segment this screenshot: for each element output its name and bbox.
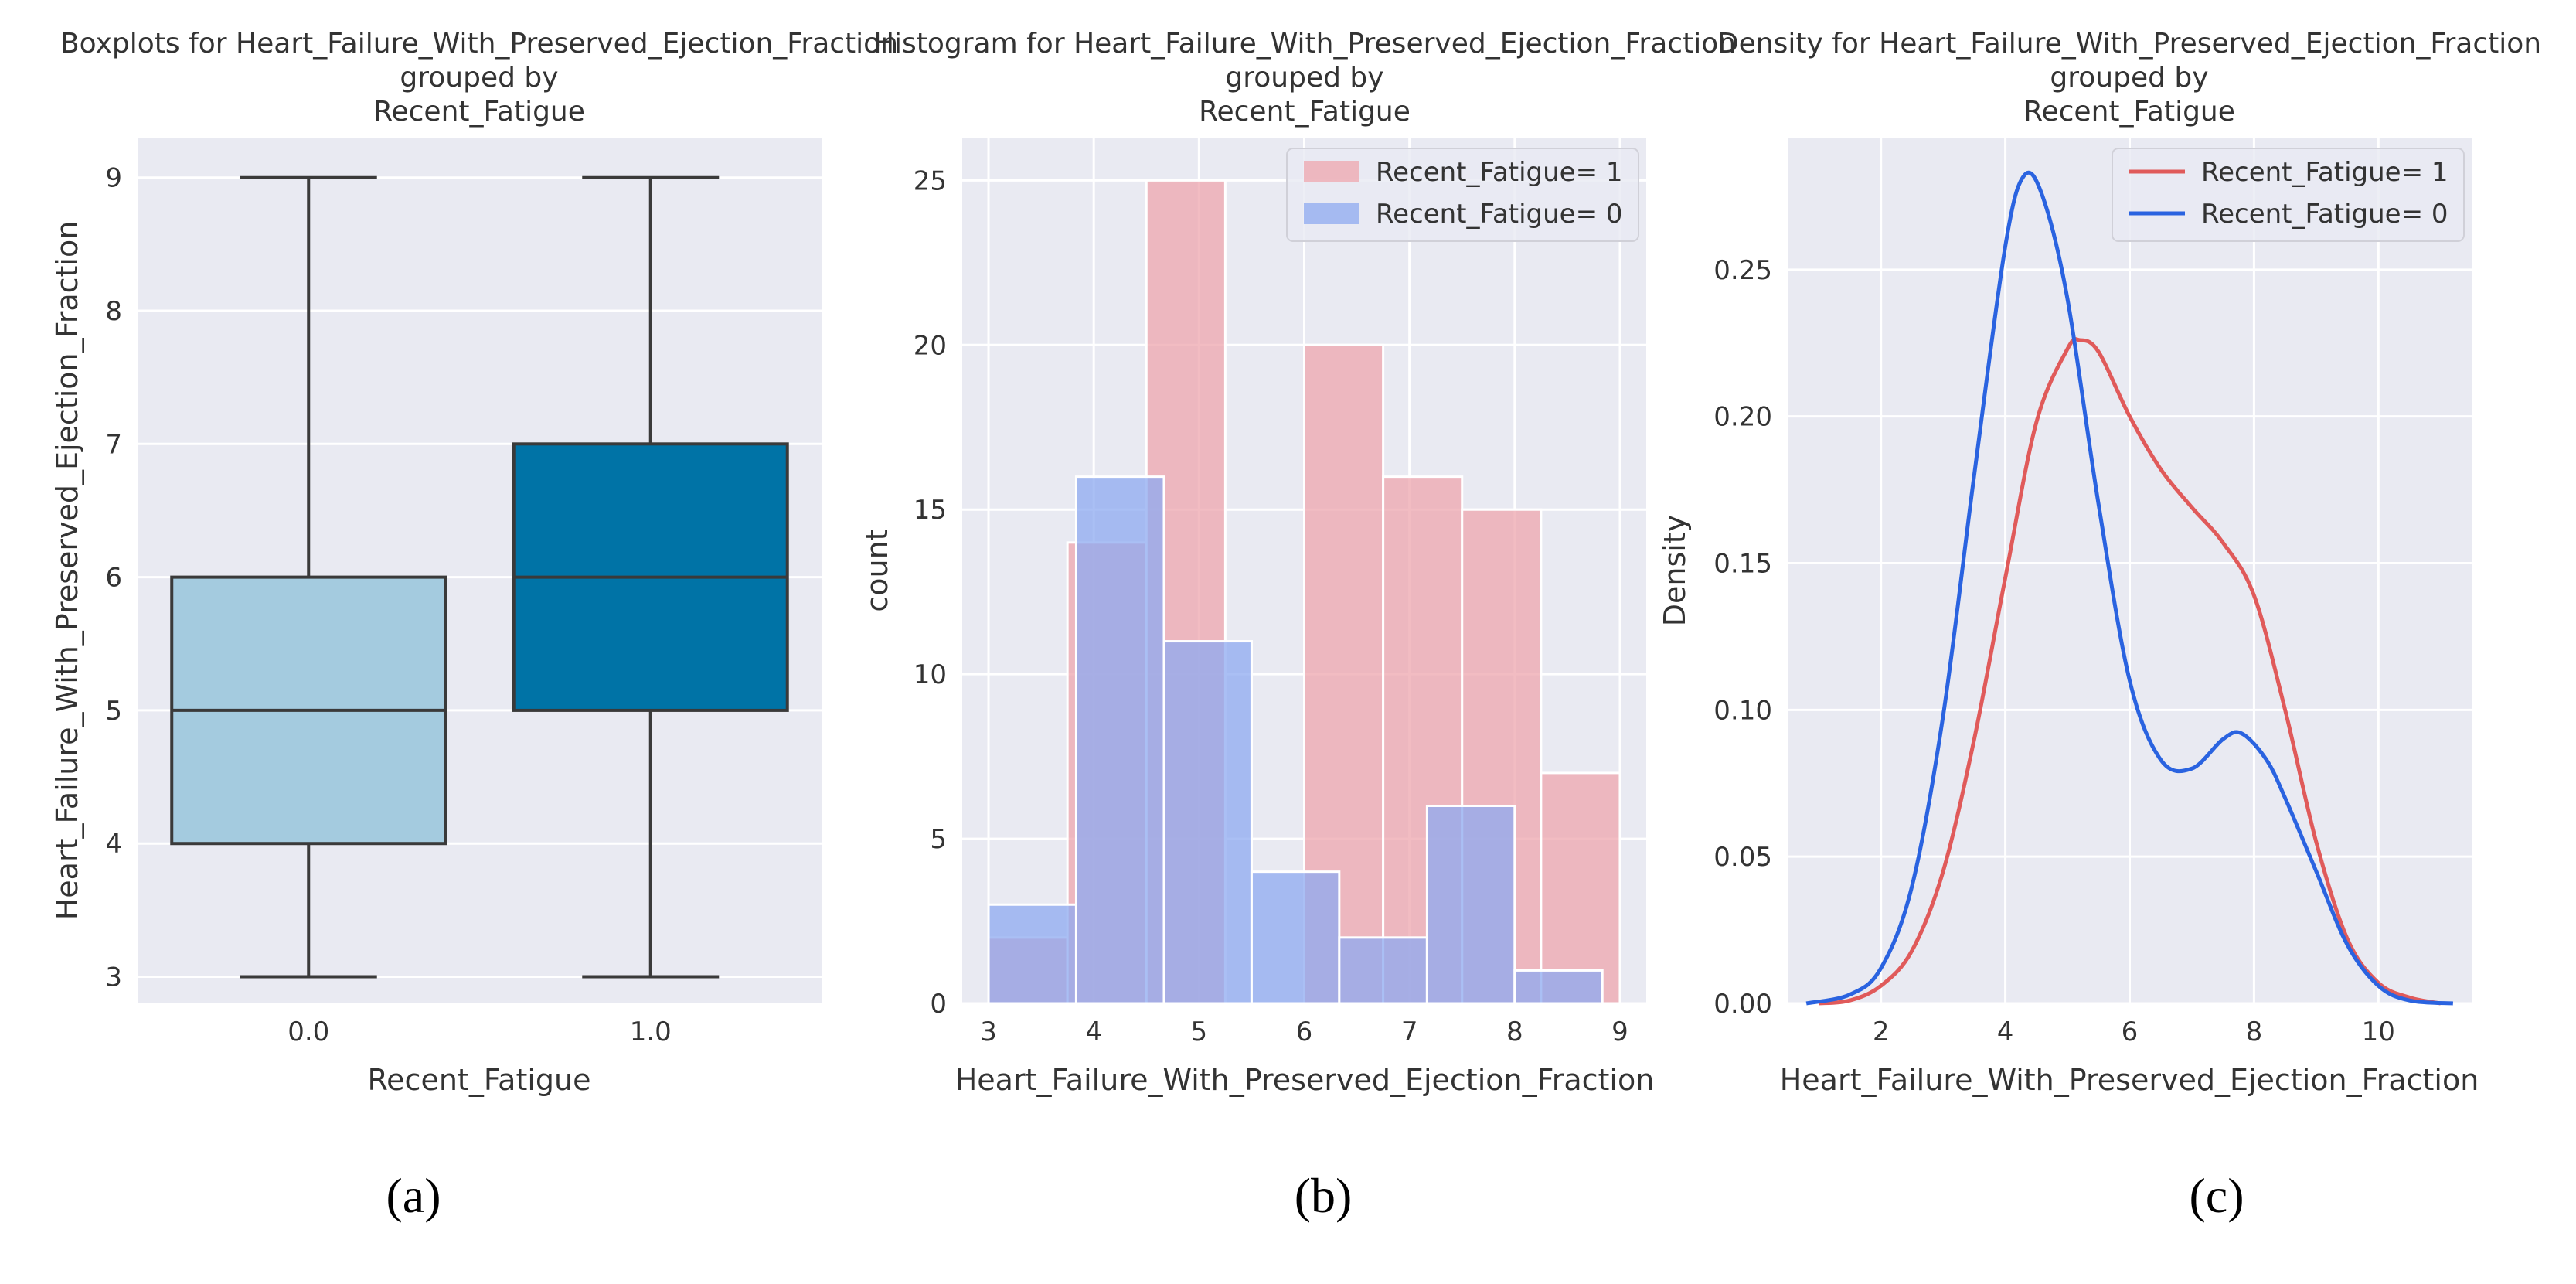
boxplot-y-tick-label: 3 xyxy=(105,962,122,993)
histogram-bar xyxy=(1513,969,1604,1005)
density-curve xyxy=(1818,337,2442,1006)
histogram-x-tick-label: 5 xyxy=(1191,1017,1208,1047)
density-curve xyxy=(1805,170,2454,1006)
histogram-bar xyxy=(987,903,1077,1005)
density-x-tick-label: 2 xyxy=(1873,1017,1890,1047)
histogram-bar xyxy=(1250,870,1341,1005)
histogram-bar xyxy=(1074,475,1165,1005)
histogram-y-tick-label: 15 xyxy=(914,495,947,526)
boxplot-y-axis-label: Heart_Failure_With_Preserved_Ejection_Fr… xyxy=(50,221,84,921)
histogram-title-line-3: Recent_Fatigue xyxy=(1199,96,1411,128)
density-y-tick-label: 0.20 xyxy=(1713,402,1772,433)
density-y-tick-label: 0.05 xyxy=(1713,842,1772,873)
density-y-tick-label: 0.00 xyxy=(1713,989,1772,1020)
histogram-y-tick-label: 10 xyxy=(914,659,947,690)
boxplot-ticks: 3 4 5 6 7 8 9 0.0 1.0 xyxy=(105,163,671,1047)
density-title: Density for Heart_Failure_With_Preserved… xyxy=(1717,28,2541,128)
histogram-title-line-2: grouped by xyxy=(1225,62,1383,94)
density-y-axis-label: Density xyxy=(1658,515,1692,626)
histogram-title-line-1: Histogram for Heart_Failure_With_Preserv… xyxy=(873,28,1736,60)
boxplot-title: Boxplots for Heart_Failure_With_Preserve… xyxy=(60,28,898,128)
histogram-x-axis-label: Heart_Failure_With_Preserved_Ejection_Fr… xyxy=(955,1063,1655,1097)
histogram-legend-label: Recent_Fatigue= 0 xyxy=(1376,199,1623,230)
boxplot-marks xyxy=(170,175,789,979)
histogram-legend-box xyxy=(1286,148,1639,242)
boxplot-x-axis-label: Recent_Fatigue xyxy=(367,1063,590,1097)
boxplot-y-tick-label: 6 xyxy=(105,563,122,594)
boxplot-y-tick-label: 7 xyxy=(105,429,122,460)
histogram-bar xyxy=(1162,640,1253,1005)
boxplot-y-tick-label: 8 xyxy=(105,296,122,327)
density-y-tick-label: 0.25 xyxy=(1713,255,1772,286)
boxplot-title-line-3: Recent_Fatigue xyxy=(373,96,585,128)
histogram-y-tick-label: 0 xyxy=(930,989,947,1020)
panel-a-caption: (a) xyxy=(386,1168,441,1223)
histogram-y-tick-label: 20 xyxy=(914,330,947,361)
histogram-x-tick-label: 8 xyxy=(1506,1017,1523,1047)
boxplot-title-line-2: grouped by xyxy=(400,62,558,94)
density-legend-box xyxy=(2112,148,2465,242)
histogram-bar xyxy=(1338,936,1428,1005)
histogram-legend: Recent_Fatigue= 1 Recent_Fatigue= 0 xyxy=(1286,148,1639,242)
density-legend-label: Recent_Fatigue= 0 xyxy=(2201,199,2448,230)
density-x-axis-label: Heart_Failure_With_Preserved_Ejection_Fr… xyxy=(1780,1063,2479,1097)
histogram-legend-label: Recent_Fatigue= 1 xyxy=(1376,157,1623,188)
boxplot-panel: 3 4 5 6 7 8 9 0.0 1.0 Boxplots for Heart_Failure… xyxy=(50,28,898,1097)
density-y-tick-label: 0.10 xyxy=(1713,695,1772,726)
density-y-tick-label: 0.15 xyxy=(1713,549,1772,580)
boxplot-y-tick-label: 4 xyxy=(105,829,122,860)
histogram-x-tick-label: 6 xyxy=(1296,1017,1313,1047)
density-x-tick-label: 4 xyxy=(1997,1017,2014,1047)
histogram-title: Histogram for Heart_Failure_With_Preserv… xyxy=(873,28,1736,128)
density-title-line-3: Recent_Fatigue xyxy=(2023,96,2235,128)
density-ticks: 2 4 6 8 10 0.00 0.05 0.10 0.15 0.20 0.25 xyxy=(1713,255,2395,1047)
density-legend: Recent_Fatigue= 1 Recent_Fatigue= 0 xyxy=(2112,148,2465,242)
boxplot-y-tick-label: 9 xyxy=(105,163,122,194)
panel-b-caption: (b) xyxy=(1294,1168,1353,1223)
histogram-marks xyxy=(987,179,1621,1005)
boxplot-x-tick-label: 0.0 xyxy=(288,1017,329,1047)
histogram-x-tick-label: 7 xyxy=(1401,1017,1418,1047)
boxplot-x-tick-label: 1.0 xyxy=(630,1017,672,1047)
histogram-y-axis-label: count xyxy=(860,529,894,611)
histogram-y-tick-label: 5 xyxy=(930,824,947,855)
histogram-y-tick-label: 25 xyxy=(914,165,947,196)
histogram-legend-swatch xyxy=(1304,203,1359,224)
density-x-tick-label: 10 xyxy=(2362,1017,2395,1047)
histogram-x-tick-label: 4 xyxy=(1085,1017,1102,1047)
density-legend-label: Recent_Fatigue= 1 xyxy=(2201,157,2448,188)
boxplot-title-line-1: Boxplots for Heart_Failure_With_Preserve… xyxy=(60,28,898,60)
density-marks xyxy=(1805,170,2454,1006)
density-x-tick-label: 8 xyxy=(2246,1017,2263,1047)
histogram-x-tick-label: 9 xyxy=(1611,1017,1628,1047)
density-panel: 2 4 6 8 10 0.00 0.05 0.10 0.15 0.20 0.25 Density f… xyxy=(1658,28,2541,1097)
histogram-panel: 3 4 5 6 7 8 9 0 5 10 15 20 25 Histogram for Heart_Fa… xyxy=(860,28,1736,1097)
histogram-bar xyxy=(1540,771,1621,1005)
histogram-ticks: 3 4 5 6 7 8 9 0 5 10 15 20 25 xyxy=(914,165,1628,1047)
density-title-line-2: grouped by xyxy=(2050,62,2208,94)
panel-c-caption: (c) xyxy=(2189,1168,2244,1223)
histogram-x-tick-label: 3 xyxy=(980,1017,997,1047)
histogram-bar xyxy=(1425,804,1516,1005)
histogram-legend-swatch xyxy=(1304,161,1359,182)
boxplot-y-tick-label: 5 xyxy=(105,696,122,727)
density-title-line-1: Density for Heart_Failure_With_Preserved… xyxy=(1717,28,2541,60)
density-x-tick-label: 6 xyxy=(2122,1017,2139,1047)
